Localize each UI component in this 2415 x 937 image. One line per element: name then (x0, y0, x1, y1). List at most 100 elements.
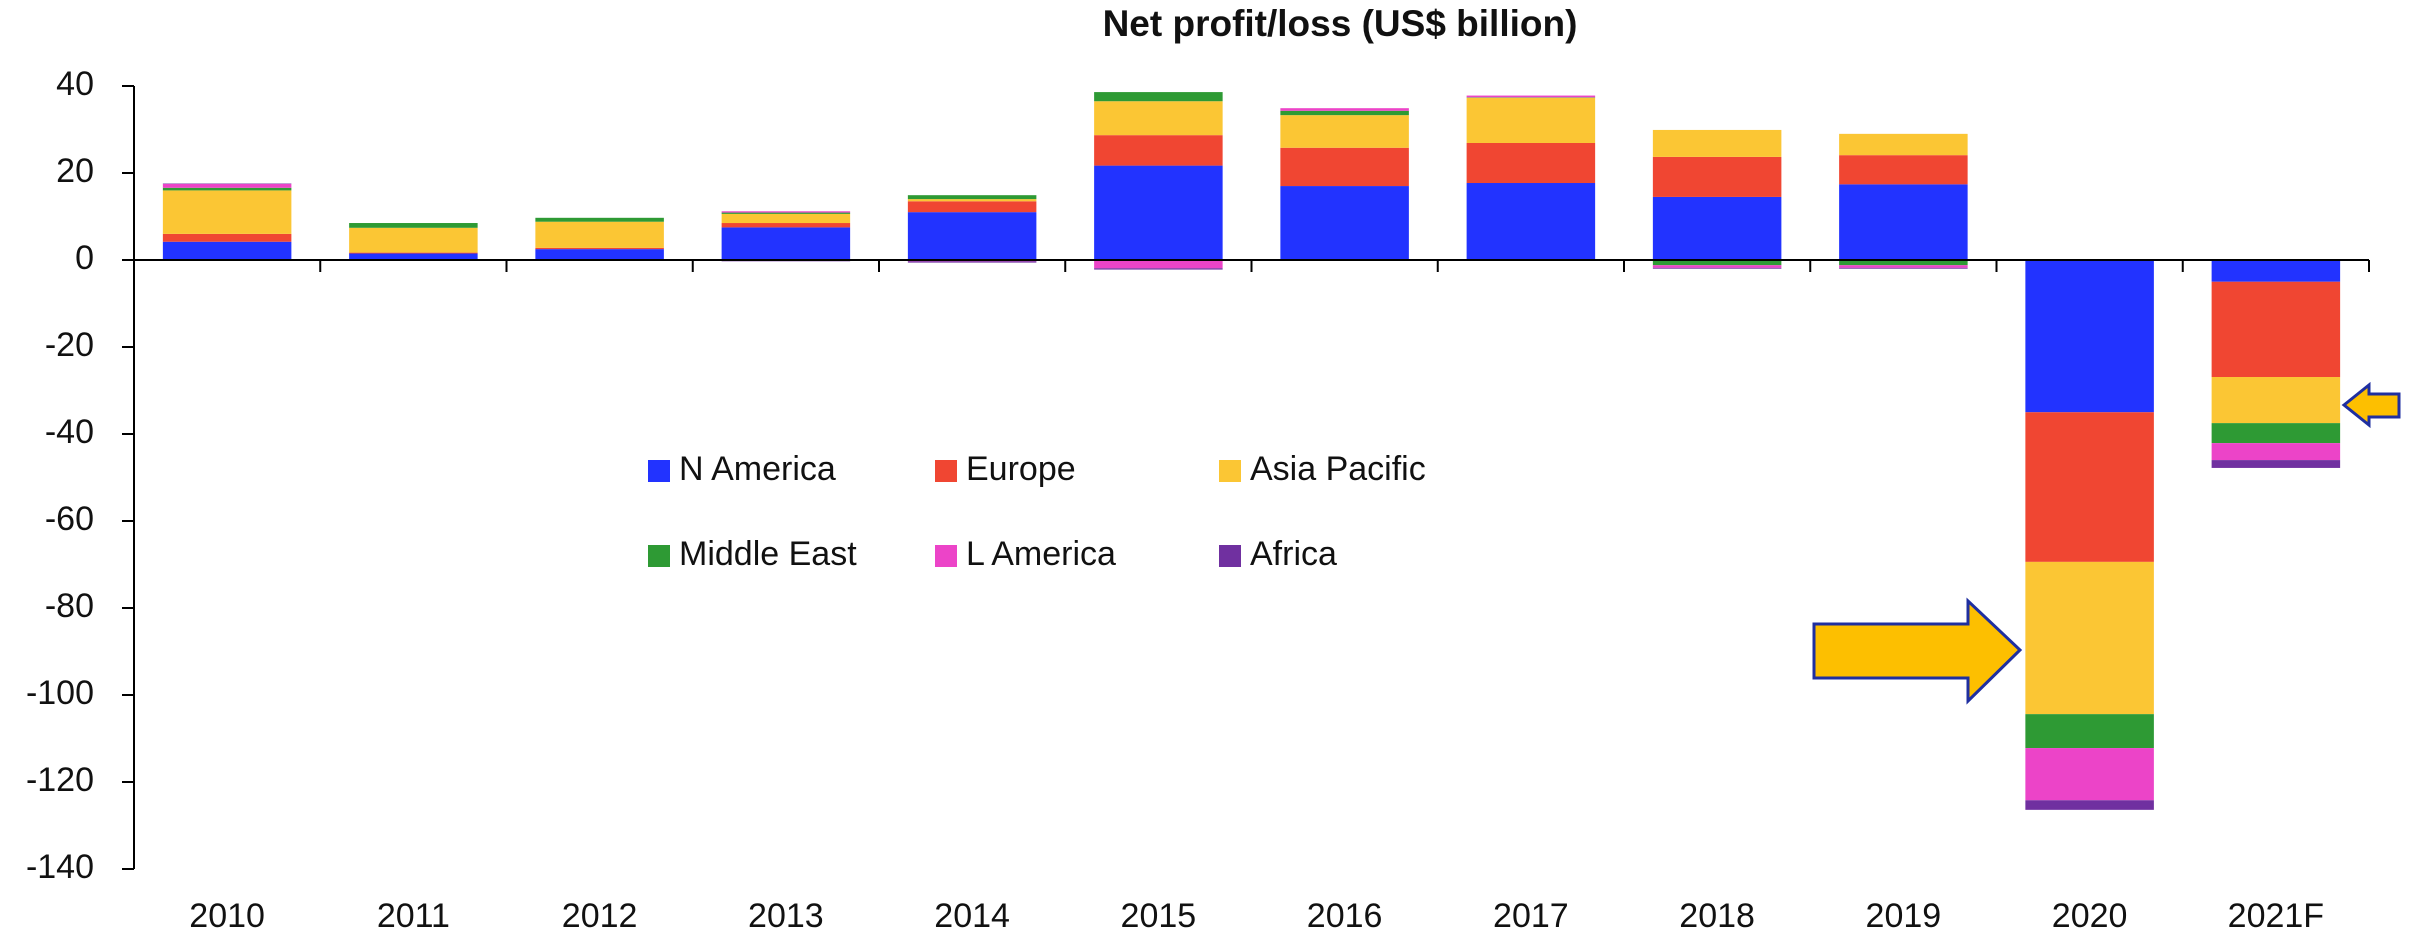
bar-segment (1839, 184, 1968, 260)
bar-segment (1094, 92, 1223, 102)
y-tick-label: -100 (26, 674, 94, 712)
bar-segment (2211, 443, 2341, 461)
bar-segment (349, 252, 478, 254)
x-tick-label: 2014 (934, 897, 1010, 935)
bar-segment (2211, 281, 2341, 378)
bar-segment (1652, 129, 1782, 157)
bar-segment (1652, 196, 1782, 260)
bar-segment (349, 253, 478, 260)
y-tick-label: -40 (45, 413, 94, 451)
bar-segment (1280, 108, 1409, 111)
bar-segment (2025, 800, 2154, 810)
bar-segment (907, 199, 1037, 202)
bar-segment (2025, 748, 2154, 801)
bar-segment (1280, 115, 1409, 148)
y-tick-label: -140 (26, 848, 94, 886)
bar-segment (1466, 97, 1596, 143)
bar-segment (1094, 268, 1223, 270)
legend-swatch (1219, 545, 1241, 567)
bar-segment (2025, 412, 2154, 562)
bar-segment (721, 212, 851, 214)
bar-segment (721, 223, 851, 228)
y-tick-label: -120 (26, 761, 94, 799)
bar-segment (2211, 423, 2341, 444)
bar-segment (162, 233, 292, 242)
bar-segment (2025, 260, 2154, 413)
bar-segment (2025, 714, 2154, 749)
bar-segment (907, 195, 1037, 200)
legend-label: Asia Pacific (1250, 450, 1426, 488)
bar-segment (535, 221, 664, 248)
legend-swatch (648, 545, 670, 567)
bar-segment (1094, 165, 1223, 260)
bar-segment (1839, 133, 1968, 156)
legend-label: Europe (966, 450, 1076, 488)
bar-segment (1280, 186, 1409, 260)
y-tick-label: 40 (56, 65, 94, 103)
legend-label: Middle East (679, 535, 857, 573)
y-tick-label: -20 (45, 326, 94, 364)
x-tick-label: 2015 (1121, 897, 1197, 935)
legend-label: N America (679, 450, 836, 488)
bar-segment (535, 249, 664, 260)
x-tick-label: 2020 (2052, 897, 2128, 935)
bar-segment (535, 247, 664, 250)
bar-segment (1839, 267, 1968, 269)
bar-segment (2025, 561, 2154, 715)
bar-segment (721, 227, 851, 260)
bar-segment (162, 241, 292, 260)
bar-segment (907, 212, 1037, 260)
legend-label: L America (966, 535, 1116, 573)
bar-segment (1652, 156, 1782, 197)
y-tick-label: -80 (45, 587, 94, 625)
arrow (1812, 597, 2023, 705)
bar-segment (1466, 183, 1596, 260)
bar-segment (1652, 265, 1782, 268)
bar-segment (907, 261, 1037, 263)
bar-segment (1839, 265, 1968, 268)
bar-segment (721, 213, 851, 224)
bar-segment (1466, 142, 1596, 184)
x-tick-label: 2013 (748, 897, 824, 935)
bar-segment (535, 217, 664, 222)
legend-swatch (1219, 460, 1241, 482)
x-tick-label: 2016 (1307, 897, 1383, 935)
chart-title: Net profit/loss (US$ billion) (1103, 3, 1578, 44)
bar-segment (162, 187, 292, 191)
bar-segment (1839, 155, 1968, 185)
bar-segment (1839, 260, 1968, 266)
bar-segment (349, 223, 478, 228)
bar-segment (349, 227, 478, 253)
y-tick-label: -60 (45, 500, 94, 538)
x-tick-label: 2012 (562, 897, 638, 935)
x-tick-label: 2017 (1493, 897, 1569, 935)
legend-swatch (935, 460, 957, 482)
arrow (2341, 381, 2401, 429)
y-tick-label: 0 (75, 239, 94, 277)
x-tick-label: 2019 (1866, 897, 1942, 935)
legend-swatch (935, 545, 957, 567)
bar-segment (907, 201, 1037, 213)
bar-segment (2211, 460, 2341, 468)
y-tick-label: 20 (56, 152, 94, 190)
legend-label: Africa (1250, 535, 1337, 573)
bar-segment (2211, 377, 2341, 424)
bar-segment (721, 211, 851, 213)
legend-swatch (648, 460, 670, 482)
bar-segment (1280, 147, 1409, 187)
bar-segment (1652, 260, 1782, 266)
x-tick-label: 2011 (377, 897, 450, 935)
bar-segment (1094, 135, 1223, 166)
bar-segment (1466, 95, 1596, 98)
x-tick-label: 2018 (1679, 897, 1755, 935)
bar-segment (162, 183, 292, 188)
bar-segment (1094, 101, 1223, 136)
bar-segment (2211, 260, 2341, 282)
x-tick-label: 2010 (189, 897, 265, 935)
bar-segment (1094, 260, 1223, 269)
bar-segment (1652, 267, 1782, 269)
bar-segment (1280, 110, 1409, 116)
bar-segment (162, 190, 292, 234)
x-tick-label: 2021F (2228, 897, 2324, 935)
